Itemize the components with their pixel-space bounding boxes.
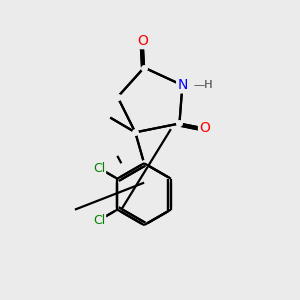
Text: O: O [137,34,148,48]
Text: N: N [177,78,188,92]
Text: O: O [199,121,210,135]
Text: O: O [199,121,210,135]
Text: O: O [137,34,148,48]
Text: —H: —H [194,80,213,90]
Text: Cl: Cl [93,214,105,227]
Text: —H: —H [194,80,213,90]
Text: Cl: Cl [93,162,105,175]
Text: Cl: Cl [93,214,105,227]
Text: N: N [177,78,188,92]
Text: Cl: Cl [93,162,105,175]
